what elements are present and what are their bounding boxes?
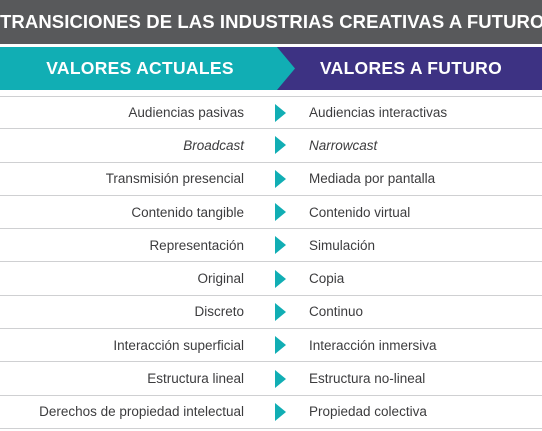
future-value: Narrowcast [309,137,378,153]
table-row: Broadcast Narrowcast [0,129,542,163]
current-value: Discreto [194,304,244,320]
current-values-header: VALORES ACTUALES [0,47,295,90]
triangle-right-icon [275,269,286,288]
current-value: Interacción superficial [113,337,244,353]
triangle-right-icon [275,336,286,355]
future-values-header-label: VALORES A FUTURO [319,58,503,78]
triangle-right-icon [275,169,286,188]
triangle-right-icon [275,136,286,155]
current-value: Representación [149,237,244,253]
table-row: Derechos de propiedad intelectual Propied… [0,396,542,429]
future-value: Interacción inmersiva [309,337,437,353]
triangle-right-icon [275,402,286,421]
future-value: Copia [309,271,345,287]
transition-table: Audiencias pasivas Audiencias interactiva… [0,96,542,429]
future-value: Audiencias interactivas [309,105,448,121]
column-headers: VALORES A FUTURO VALORES ACTUALES [0,47,542,90]
triangle-right-icon [275,203,286,222]
current-value: Contenido tangible [131,204,244,220]
table-row: Audiencias pasivas Audiencias interactiva… [0,96,542,130]
table-row: Original Copia [0,262,542,296]
table-row: Representación Simulación [0,229,542,263]
table-row: Discreto Continuo [0,296,542,330]
triangle-right-icon [275,236,286,255]
current-values-header-label: VALORES ACTUALES [46,58,234,78]
table-row: Interacción superficial Interacción inmer… [0,329,542,363]
current-value: Transmisión presencial [105,171,244,187]
current-value: Broadcast [183,137,244,153]
table-row: Transmisión presencial Mediada por pantal… [0,163,542,196]
page-title: TRANSICIONES DE LAS INDUSTRIAS CREATIVAS… [0,0,542,44]
table-row: Contenido tangible Contenido virtual [0,196,542,230]
future-value: Contenido virtual [309,204,411,220]
current-value: Estructura lineal [147,371,244,387]
triangle-right-icon [275,369,286,388]
future-value: Propiedad colectiva [309,404,427,420]
current-value: Audiencias pasivas [128,105,244,121]
future-value: Mediada por pantalla [309,171,436,187]
triangle-right-icon [275,103,286,122]
future-value: Continuo [309,304,364,320]
table-row: Estructura lineal Estructura no-lineal [0,362,542,396]
current-value: Derechos de propiedad intelectual [39,404,244,420]
current-value: Original [197,271,244,287]
future-value: Simulación [309,237,376,253]
future-value: Estructura no-lineal [309,371,426,387]
triangle-right-icon [275,302,286,321]
